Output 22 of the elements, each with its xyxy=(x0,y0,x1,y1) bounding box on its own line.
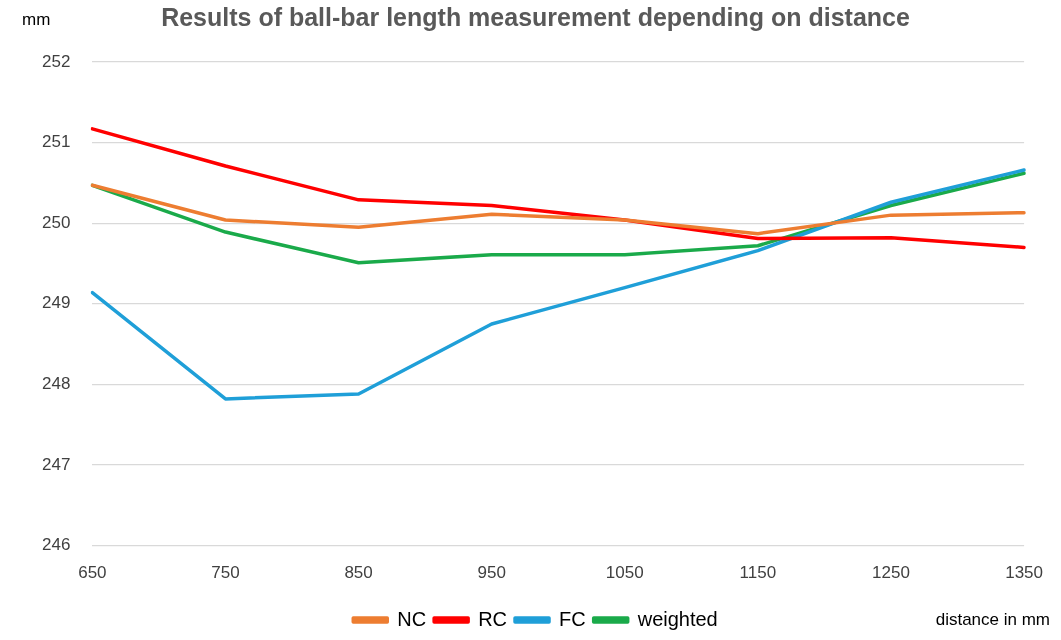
legend-label: RC xyxy=(478,607,508,630)
x-tick-label: 750 xyxy=(211,563,240,583)
x-axis-title: distance in mm xyxy=(935,609,1050,629)
x-tick-label: 1350 xyxy=(1005,563,1043,583)
y-tick-label: 250 xyxy=(41,212,71,232)
x-tick-label: 650 xyxy=(78,563,107,583)
legend-label: NC xyxy=(397,607,427,630)
y-tick-label: 246 xyxy=(41,535,71,555)
y-tick-label: 251 xyxy=(41,132,71,152)
y-tick-label: 249 xyxy=(41,293,71,313)
x-tick-label: 1050 xyxy=(605,563,644,583)
y-tick-label: 247 xyxy=(41,454,71,474)
x-tick-label: 1250 xyxy=(872,563,910,583)
chart-title: Results of ball-bar length measurement depending on distance xyxy=(161,2,910,31)
x-tick-label: 850 xyxy=(344,563,373,583)
legend-label: FC xyxy=(559,607,586,630)
x-tick-label: 950 xyxy=(477,563,506,583)
y-tick-label: 248 xyxy=(41,374,71,394)
x-tick-label: 1150 xyxy=(739,563,777,583)
legend-label: weighted xyxy=(636,607,718,630)
y-tick-label: 252 xyxy=(41,51,71,71)
y-axis-title: mm xyxy=(22,9,51,29)
